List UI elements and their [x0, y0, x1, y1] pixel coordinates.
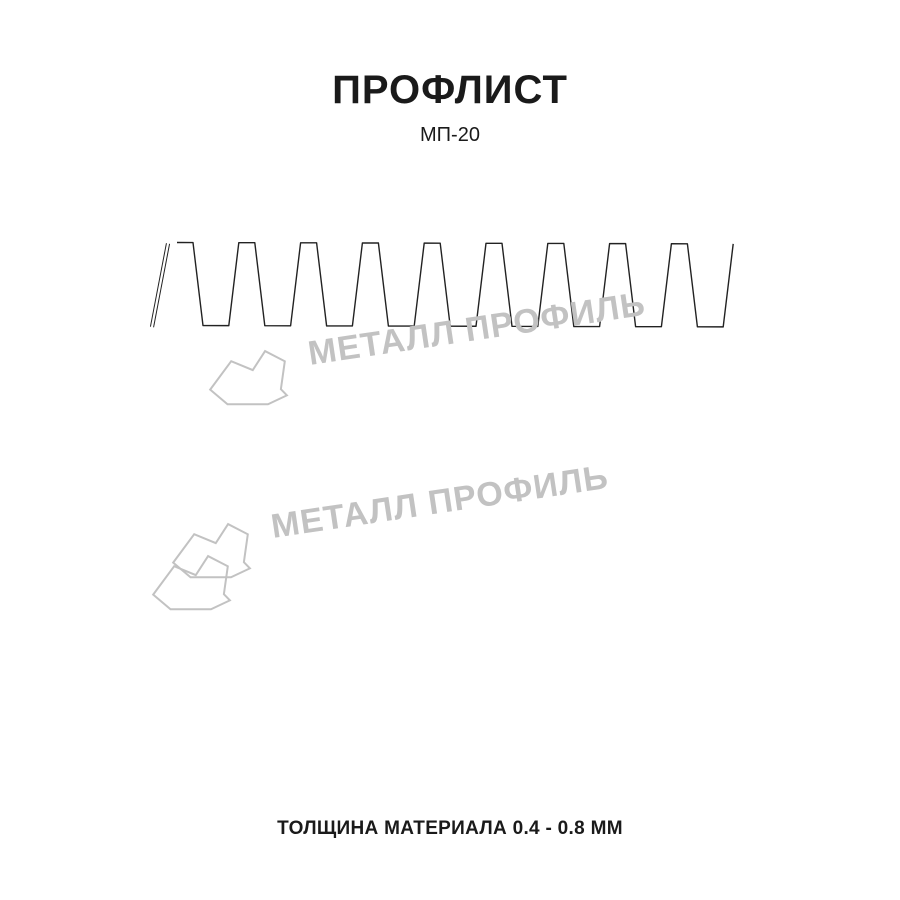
svg-text:МЕТАЛЛ ПРОФИЛЬ: МЕТАЛЛ ПРОФИЛЬ [306, 285, 649, 373]
svg-text:МЕТАЛЛ ПРОФИЛЬ: МЕТАЛЛ ПРОФИЛЬ [269, 458, 612, 546]
